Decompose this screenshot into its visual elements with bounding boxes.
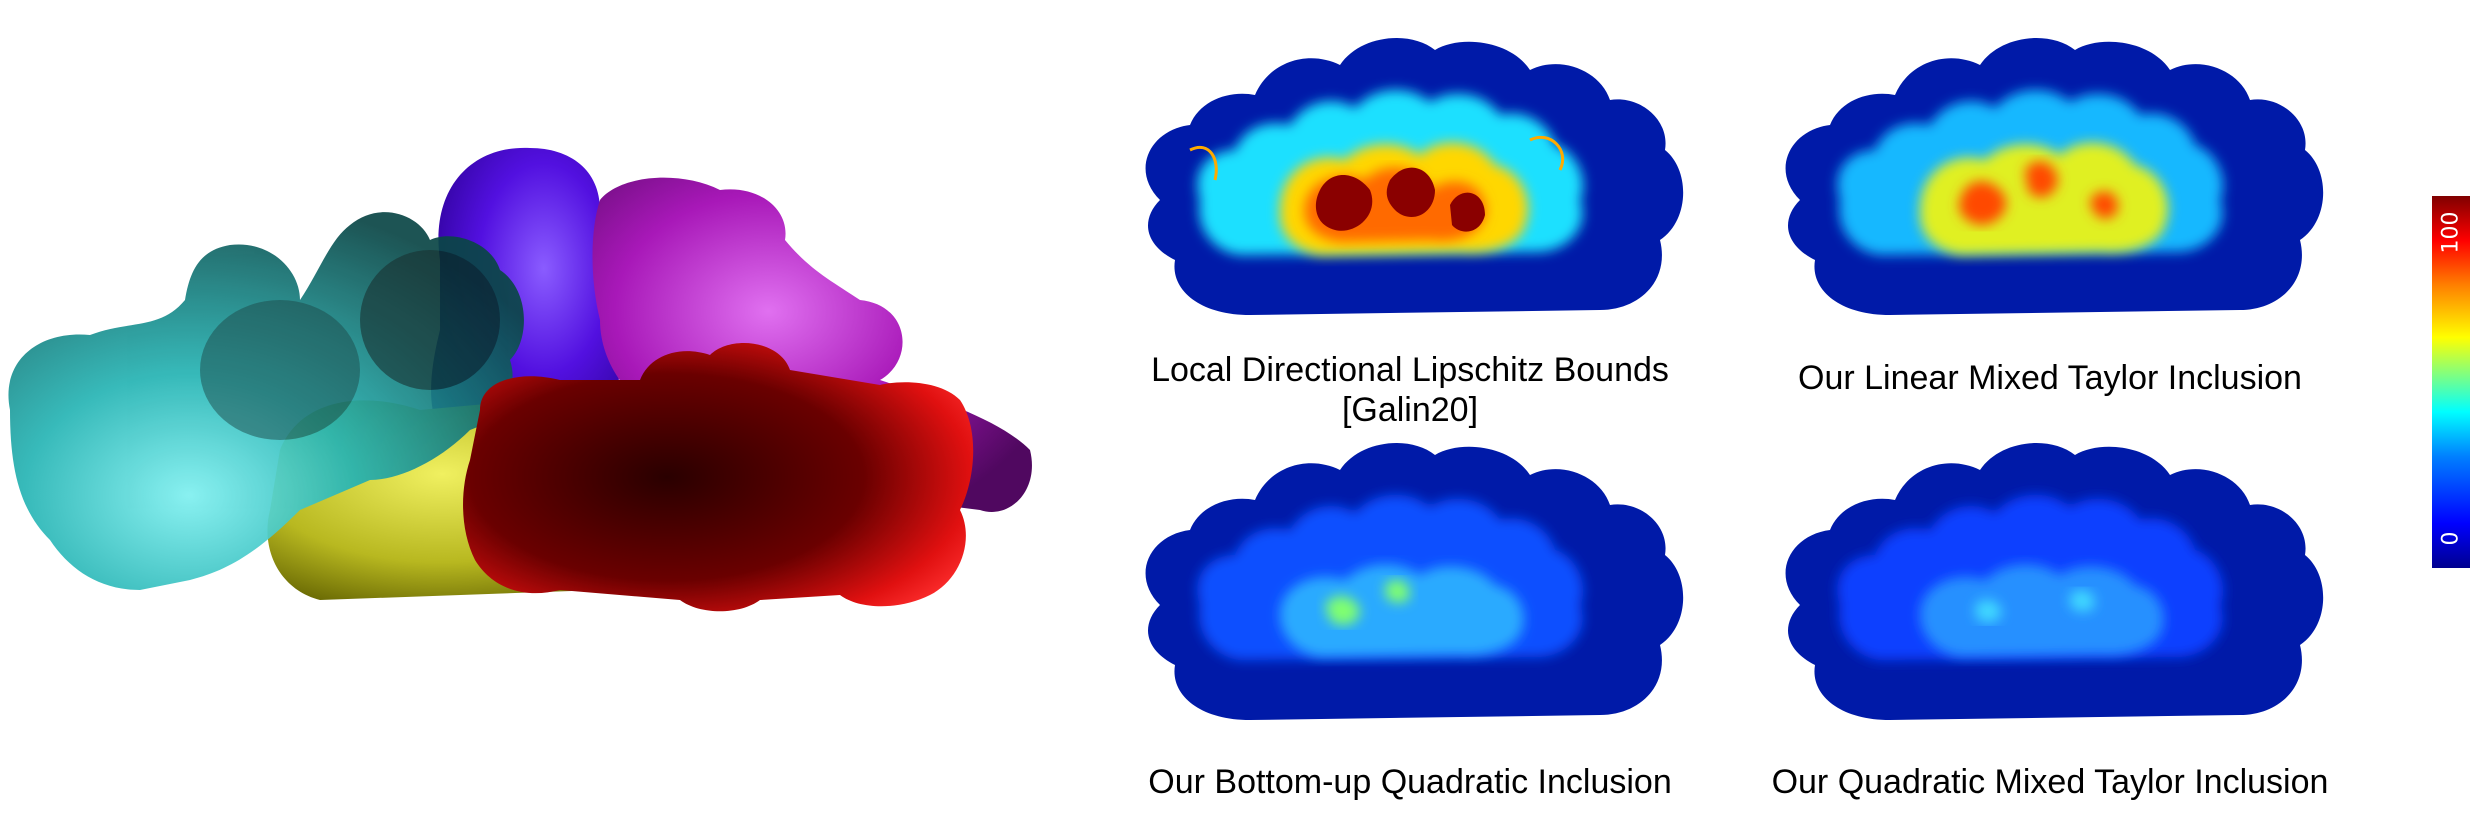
cyan-bear — [8, 212, 524, 590]
caption-linear-taylor-line1: Our Linear Mixed Taylor Inclusion — [1798, 359, 2302, 397]
caption-lipschitz-line2: [Galin20] — [1341, 391, 1479, 429]
caption-quadratic-taylor-line1: Our Quadratic Mixed Taylor Inclusion — [1771, 763, 2329, 801]
heatmap-panel-lipschitz — [1130, 30, 1690, 340]
heatmap-panel-quadratic-taylor — [1770, 435, 2330, 745]
caption-bottom-up: Our Bottom-up Quadratic Inclusion — [1130, 762, 1690, 802]
caption-linear-taylor: Our Linear Mixed Taylor Inclusion — [1770, 358, 2330, 398]
gummy-bears-illustration — [0, 130, 1060, 670]
caption-quadratic-taylor: Our Quadratic Mixed Taylor Inclusion — [1770, 762, 2330, 802]
red-bear — [463, 343, 974, 612]
colorbar: 100 0 — [2432, 196, 2470, 568]
caption-bottom-up-line1: Our Bottom-up Quadratic Inclusion — [1148, 763, 1672, 801]
caption-lipschitz: Local Directional Lipschitz Bounds [Gali… — [1130, 350, 1690, 430]
colorbar-max-label: 100 — [2438, 211, 2464, 254]
heatmap-panel-bottom-up — [1130, 435, 1690, 745]
heatmap-panel-linear-taylor — [1770, 30, 2330, 340]
colorbar-min-label: 0 — [2438, 531, 2464, 546]
caption-lipschitz-line1: Local Directional Lipschitz Bounds — [1151, 351, 1669, 389]
